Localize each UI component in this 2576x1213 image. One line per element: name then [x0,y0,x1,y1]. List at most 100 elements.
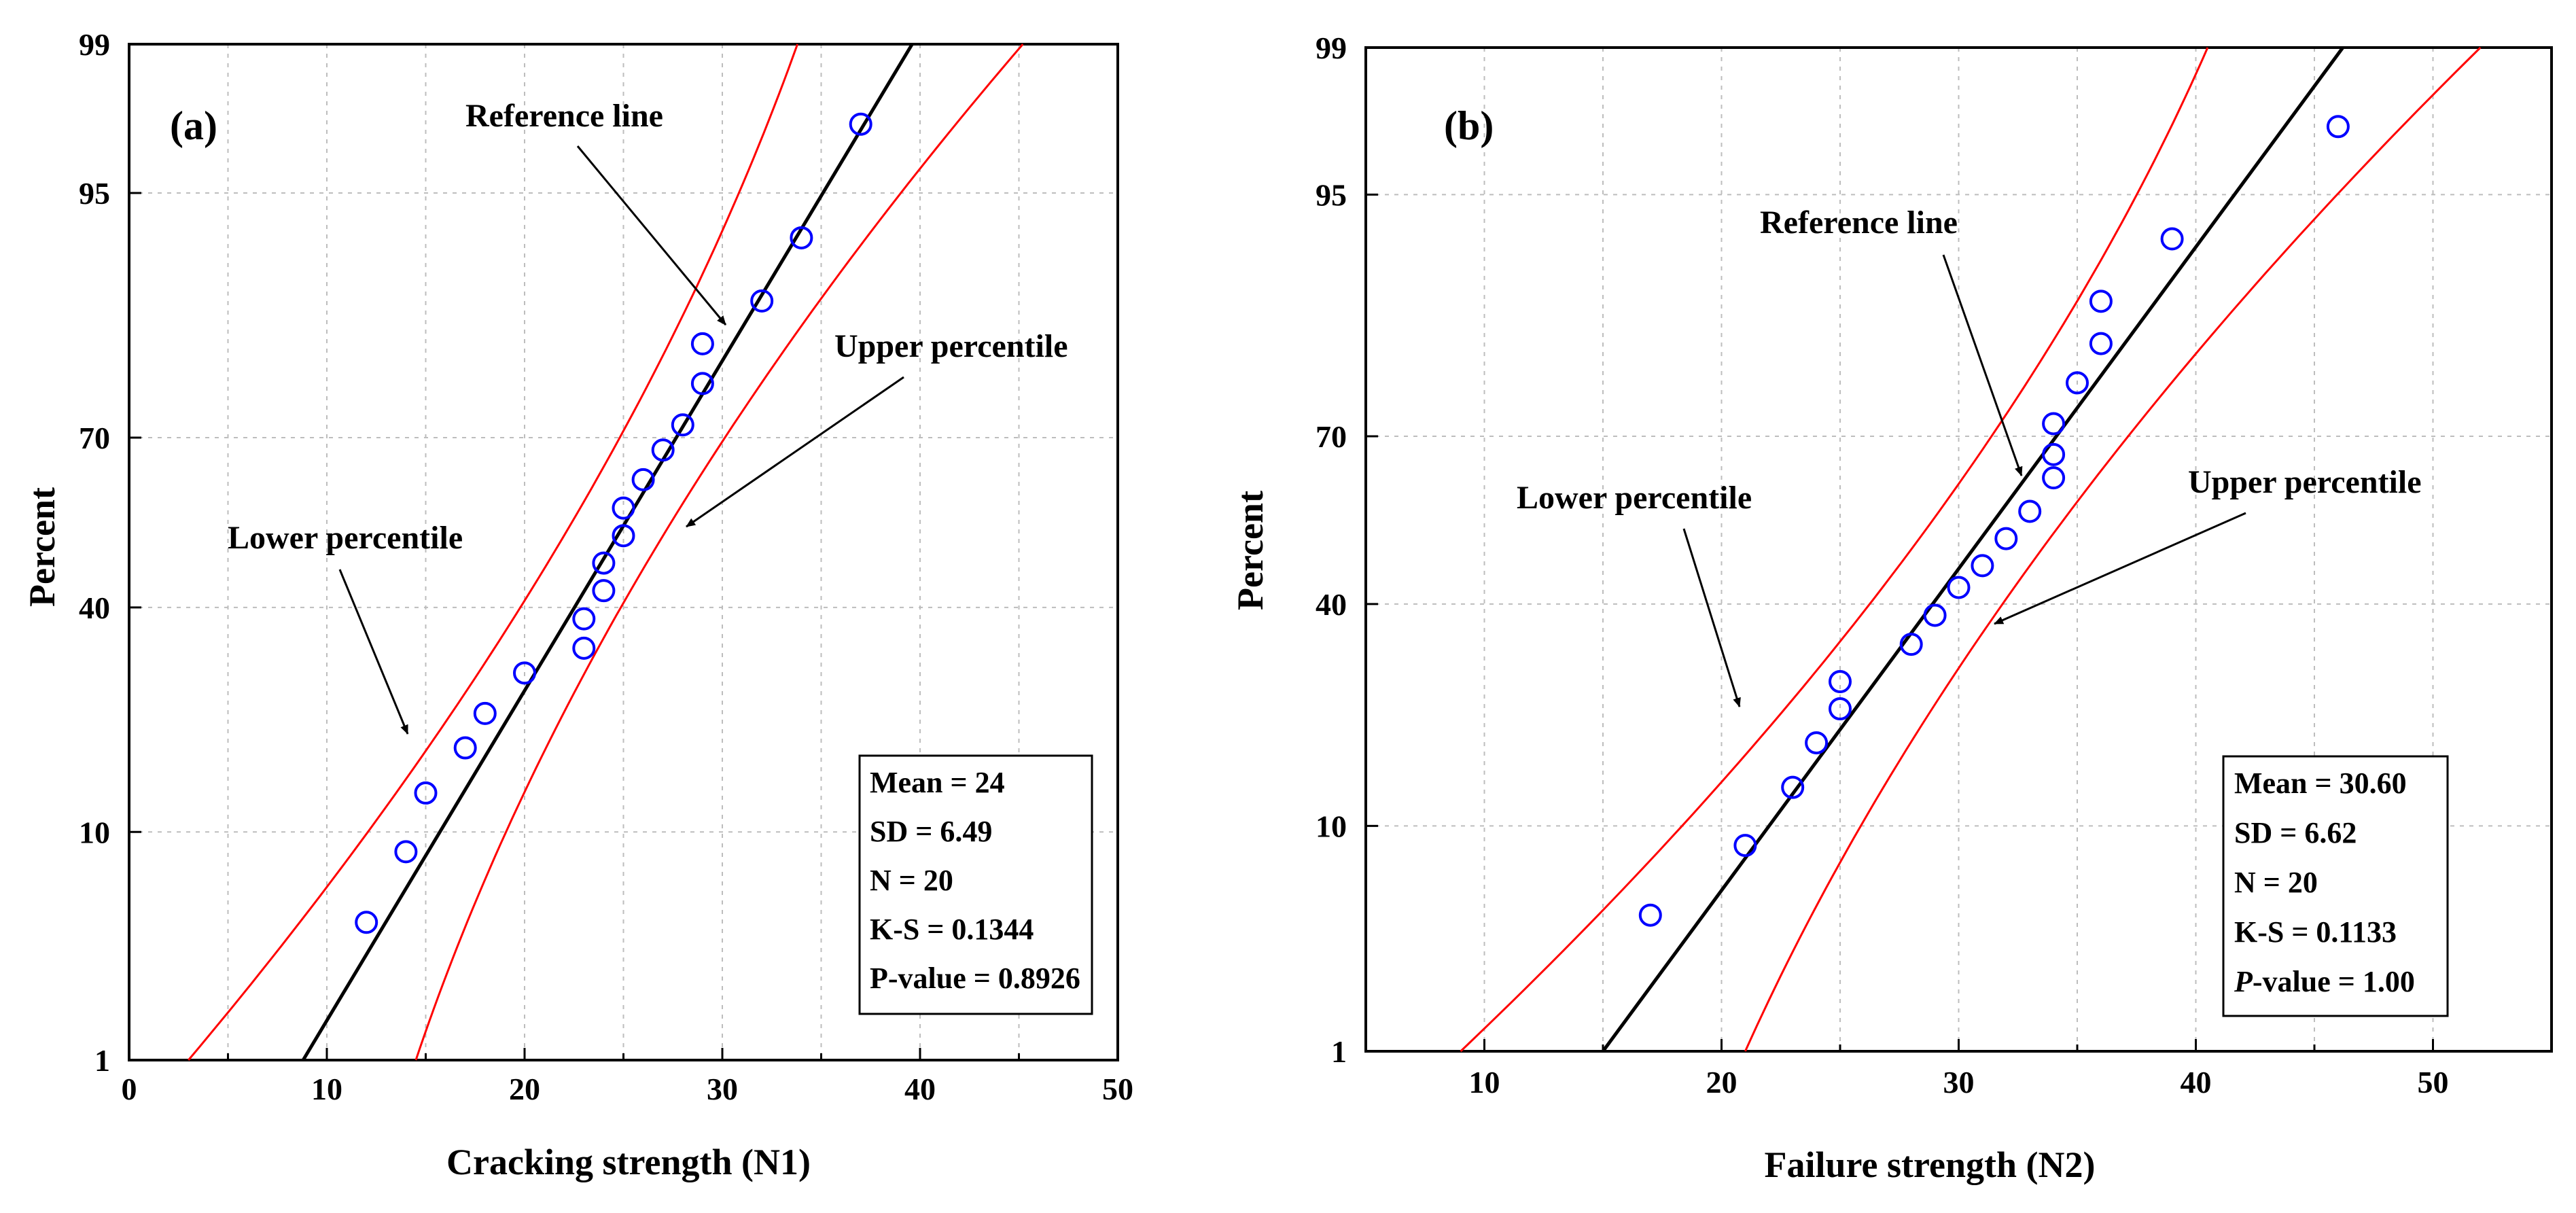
data-point [1899,633,1923,656]
data-point [513,661,536,685]
x-tick-label: 50 [2418,1065,2449,1100]
data-point [1805,731,1829,755]
y-tick-label: 95 [1316,177,1347,212]
data-point [1781,775,1805,799]
stat-p-value: P-value = 1.00 [2234,965,2415,998]
data-point [2018,499,2042,523]
data-point [592,551,616,575]
upper-percentile-label: Upper percentile [2188,464,2422,500]
reference-line-arrow [576,145,727,326]
stat-ks: K-S = 0.1133 [2234,915,2397,949]
data-point [453,736,477,760]
x-axis-label: Cracking strength (N1) [446,1142,811,1182]
x-tick-labels: 0 10 20 30 40 50 [122,1072,1134,1106]
data-point [750,289,774,313]
data-point [690,372,714,395]
data-point [473,701,497,725]
data-point [1994,527,2018,550]
reference-line-label: Reference line [465,98,663,134]
upper-percentile-arrow [1994,512,2246,625]
data-point [1829,670,1852,694]
y-tick-label: 1 [1331,1034,1347,1069]
x-tick-label: 0 [122,1072,137,1106]
x-tick-labels: 10 20 30 40 50 [1469,1065,2449,1100]
stat-p-value-rest: -value = 1.00 [2253,965,2415,998]
x-tick-label: 10 [1469,1065,1500,1100]
panel-b: 10 20 30 40 50 1 10 40 70 95 99 (b) Failure stren… [1230,31,2553,1185]
data-point [1733,834,1757,858]
data-point [2042,466,2066,490]
y-axis-label: Percent [22,487,63,607]
y-tick-labels: 1 10 40 70 95 99 [1316,31,1347,1069]
data-point [631,468,655,491]
lower-percentile-curve [1460,47,2209,1053]
lower-percentile-label: Lower percentile [228,520,463,556]
y-tick-label: 10 [1316,809,1347,843]
stat-sd: SD = 6.49 [870,815,992,848]
x-axis-label: Failure strength (N2) [1765,1144,2096,1185]
stat-mean: Mean = 30.60 [2234,767,2407,800]
reference-line-label: Reference line [1760,205,1958,241]
upper-percentile-curve [1744,46,2482,1052]
x-tick-label: 20 [509,1072,540,1106]
y-tick-label: 99 [79,27,110,62]
data-point [2089,289,2113,313]
data-point [592,579,616,603]
y-tick-label: 40 [79,591,110,625]
data-point [2066,371,2089,395]
grid-lines [129,44,1118,1060]
data-point [790,226,813,249]
data-point [1638,903,1662,927]
stat-n: N = 20 [2234,866,2318,899]
data-point [612,496,635,520]
y-axis-label: Percent [1230,491,1271,610]
data-point [612,524,635,548]
data-point [2042,412,2066,436]
y-tick-label: 40 [1316,587,1347,622]
y-tick-label: 70 [79,421,110,455]
upper-percentile-label: Upper percentile [834,328,1068,364]
stat-ks: K-S = 0.1344 [870,913,1034,946]
stats-box-frame [858,754,1093,1015]
y-tick-label: 10 [79,815,110,849]
x-tick-label: 40 [2181,1065,2212,1100]
data-point [690,332,714,355]
data-point [2326,115,2350,139]
data-point [2042,442,2066,466]
stat-mean: Mean = 24 [870,766,1005,799]
stat-p-value-italic: P [2234,965,2253,998]
y-tick-label: 99 [1316,31,1347,65]
upper-percentile-curve [414,43,1024,1061]
axis-ticks [1364,46,2553,1053]
data-point [2160,227,2184,251]
data-point [1947,576,1971,599]
data-point [572,636,596,660]
data-points [355,112,872,934]
x-tick-label: 30 [1943,1065,1975,1100]
data-point [2089,332,2113,355]
upper-percentile-arrow [686,376,904,528]
x-tick-label: 30 [707,1072,738,1106]
reference-line-arrow [1942,254,2023,476]
data-point [1923,603,1947,627]
data-point [394,840,418,864]
y-tick-label: 1 [94,1043,110,1078]
stat-p-value: P-value = 0.8926 [870,962,1080,995]
stat-n: N = 20 [870,864,953,897]
data-point [1971,554,1994,578]
y-tick-label: 70 [1316,419,1347,454]
stats-box: Mean = 30.60 SD = 6.62 N = 20 K-S = 0.11… [2222,755,2449,1017]
reference-line [1601,46,2344,1053]
y-tick-labels: 1 10 40 70 95 99 [79,27,110,1078]
axis-ticks [128,43,1119,1061]
x-tick-label: 40 [904,1072,936,1106]
data-point [572,607,596,631]
x-tick-label: 50 [1102,1072,1133,1106]
panel-label: (b) [1444,103,1494,148]
data-point [671,413,694,437]
data-point [414,781,438,805]
reference-line [301,43,914,1061]
panel-a: 0 10 20 30 40 50 1 10 40 70 95 99 (a) Cracking str… [22,27,1133,1182]
